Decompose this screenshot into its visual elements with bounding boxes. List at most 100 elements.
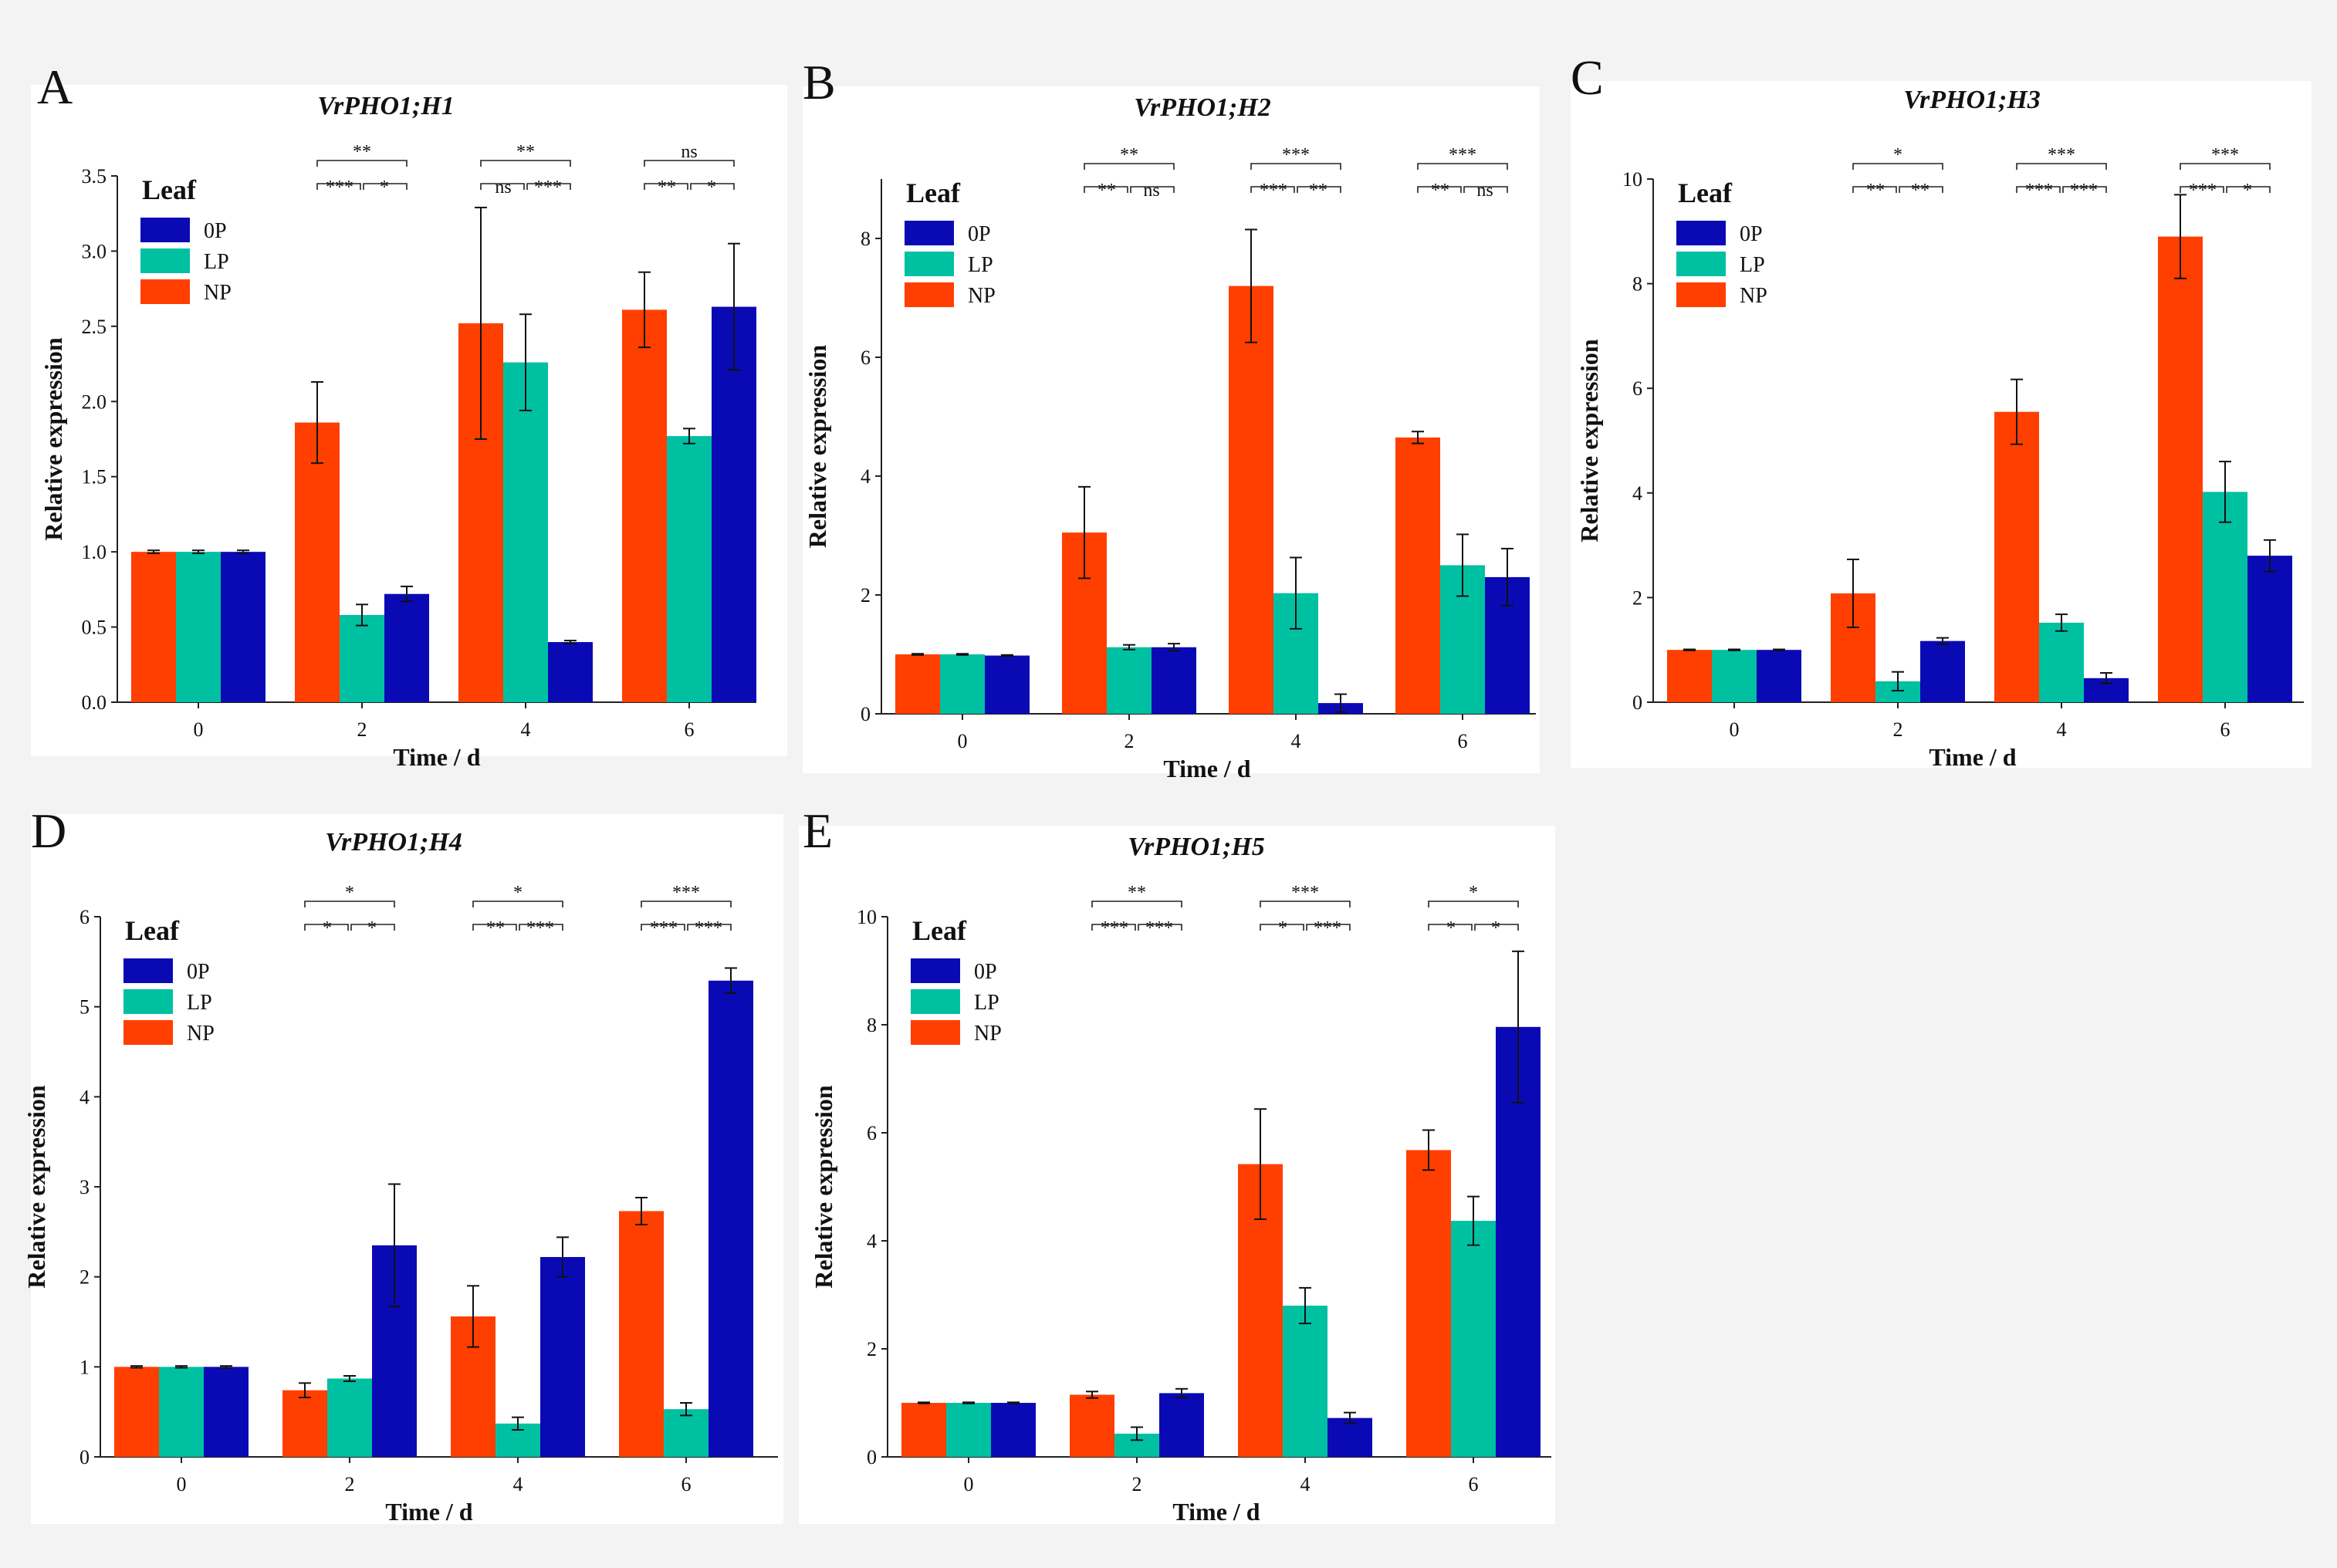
y-axis-label: Relative expression — [803, 345, 831, 549]
legend: Leaf 0P LP NP — [905, 177, 996, 308]
legend-swatch-lp — [911, 989, 960, 1014]
chart-title: VrPHO1;H2 — [1134, 93, 1271, 122]
significance-2: ***** *** — [1091, 883, 1182, 938]
y-tick-label: 2 — [79, 1266, 90, 1289]
bracket-right — [1306, 924, 1351, 931]
panel-a: A VrPHO1;H1 0.0 0.5 1.0 1.5 2.0 2.5 3.0 3.5 Relati… — [31, 59, 787, 771]
y-tick-label: 2 — [1632, 586, 1642, 609]
sig-label-left: ns — [495, 177, 511, 198]
significance-2: *** ** — [1852, 145, 1943, 201]
significance-4: **ns *** — [480, 142, 571, 198]
sig-label-left: ** — [1097, 181, 1116, 201]
bracket-top — [1260, 901, 1351, 907]
bracket-right — [519, 924, 563, 931]
sig-label-right: ns — [1476, 181, 1493, 201]
sig-label-left: ** — [658, 177, 676, 198]
sig-label-right: ns — [1143, 181, 1159, 201]
legend-label-lp: LP — [968, 253, 993, 277]
chart-title: VrPHO1;H1 — [317, 92, 455, 120]
sig-label-top: ** — [353, 142, 371, 162]
y-tick-label: 0.5 — [82, 617, 107, 639]
y-tick-label: 4 — [867, 1230, 877, 1252]
sig-label-right: * — [380, 177, 389, 198]
sig-label-right: ** — [1911, 181, 1929, 201]
bracket-left — [1260, 924, 1304, 931]
significance-4: *** *** — [472, 883, 563, 938]
bar-np — [1395, 437, 1440, 714]
chart-title: VrPHO1;H4 — [325, 828, 462, 857]
y-tick-label: 1 — [79, 1356, 90, 1378]
x-axis-label: Time / d — [385, 1498, 472, 1526]
bar-0p — [1152, 647, 1196, 714]
panel-letter: D — [31, 803, 66, 858]
bracket-top — [304, 901, 395, 907]
sig-label-right: *** — [695, 918, 722, 938]
x-axis-label: Time / d — [1163, 755, 1250, 782]
x-tick-label: 4 — [521, 718, 531, 741]
legend-swatch-np — [1676, 282, 1726, 307]
y-tick-label: 10 — [1622, 168, 1642, 191]
bracket-top — [316, 160, 408, 167]
y-tick-label: 3.0 — [82, 240, 107, 262]
bracket-left — [641, 924, 685, 931]
bar-np — [1667, 650, 1712, 702]
legend-label-0p: 0P — [974, 960, 997, 984]
y-tick-label: 8 — [861, 228, 871, 250]
bar-lp — [664, 1409, 709, 1457]
bracket-right — [2062, 186, 2107, 193]
y-tick-label: 1.0 — [82, 541, 107, 563]
x-tick-label: 2 — [1125, 730, 1135, 752]
bracket-right — [690, 183, 735, 190]
sig-label-right: * — [707, 177, 716, 198]
legend-title: Leaf — [125, 915, 180, 946]
significance-6: * * * — [1428, 883, 1519, 938]
significance-2: **** ns — [1084, 145, 1175, 201]
bar-np — [619, 1211, 664, 1457]
bar-lp — [159, 1367, 204, 1457]
bar-0p — [991, 1403, 1036, 1457]
bracket-top — [641, 901, 732, 907]
legend: Leaf 0P LP NP — [140, 174, 232, 305]
bar-0p — [712, 306, 756, 702]
x-tick-label: 0 — [1730, 718, 1740, 741]
y-tick-label: 3 — [79, 1176, 90, 1198]
bracket-left — [1091, 924, 1136, 931]
y-tick-label: 4 — [861, 465, 871, 488]
x-tick-label: 2 — [345, 1473, 355, 1495]
sig-label-top: * — [345, 883, 354, 903]
legend-label-np: NP — [204, 281, 232, 305]
legend-label-np: NP — [187, 1022, 215, 1046]
x-tick-label: 6 — [2220, 718, 2230, 741]
legend-label-0p: 0P — [187, 960, 210, 984]
sig-label-top: ** — [516, 142, 535, 162]
sig-label-right: *** — [1314, 918, 1341, 938]
x-tick-label: 4 — [2057, 718, 2067, 741]
bar-lp — [176, 552, 221, 702]
bracket-top — [1084, 163, 1175, 170]
significance-4: **** *** — [1260, 883, 1351, 938]
sig-label-left: ** — [1866, 181, 1885, 201]
significance-6: ***** ns — [1417, 145, 1508, 201]
bar-np — [2158, 236, 2203, 703]
bracket-left — [472, 924, 517, 931]
legend: Leaf 0P LP NP — [1676, 177, 1767, 308]
legend-label-lp: LP — [187, 991, 212, 1015]
sig-label-left: *** — [650, 918, 678, 938]
x-tick-label: 4 — [513, 1473, 523, 1495]
bracket-left — [1250, 186, 1295, 193]
bar-lp — [2203, 492, 2247, 702]
bar-0p — [2247, 556, 2292, 702]
bar-lp — [667, 436, 712, 702]
chart-title: VrPHO1;H5 — [1128, 833, 1265, 861]
bar-np — [1229, 286, 1273, 715]
bracket-top — [2016, 163, 2107, 170]
x-tick-label: 0 — [958, 730, 968, 752]
y-tick-label: 0 — [79, 1446, 90, 1468]
sig-label-top: *** — [672, 883, 700, 903]
bar-0p — [221, 552, 265, 702]
x-tick-label: 4 — [1300, 1473, 1311, 1495]
sig-label-top: ** — [1120, 145, 1138, 165]
significance-6: *** *** *** — [641, 883, 732, 938]
bar-np — [1406, 1150, 1451, 1457]
